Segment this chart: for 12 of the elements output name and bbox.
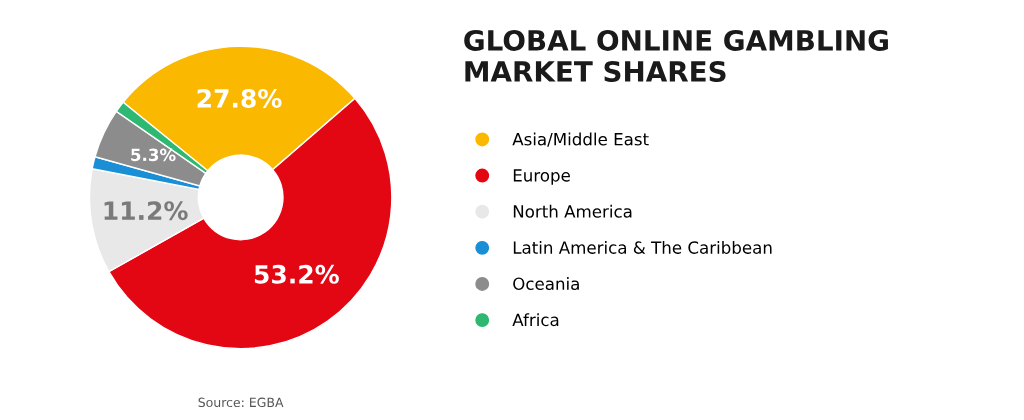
legend-label: Oceania bbox=[513, 277, 579, 291]
chart-title: GLOBAL ONLINE GAMBLING MARKET SHARES bbox=[464, 29, 888, 83]
source-note: Source: EGBA bbox=[198, 397, 284, 408]
data-label: 11.2% bbox=[104, 201, 188, 221]
legend-label: Asia/Middle East bbox=[512, 132, 649, 147]
data-label: 5.3% bbox=[131, 148, 176, 162]
legend-label: Latin America & The Caribbean bbox=[513, 240, 772, 254]
data-label: 27.8% bbox=[197, 88, 282, 108]
legend-label: Africa bbox=[512, 313, 559, 327]
data-label: 53.2% bbox=[254, 264, 339, 284]
legend-label: Europe bbox=[513, 169, 570, 185]
legend-label: North America bbox=[513, 204, 632, 218]
